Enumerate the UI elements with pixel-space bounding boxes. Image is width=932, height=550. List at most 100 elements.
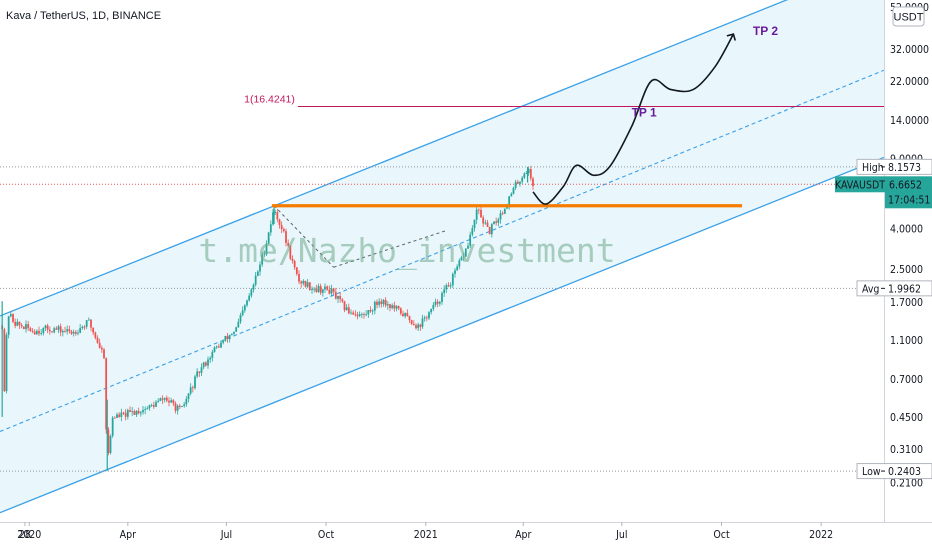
candle bbox=[40, 333, 43, 334]
candle bbox=[347, 307, 350, 314]
candle bbox=[38, 330, 40, 334]
candle bbox=[187, 393, 190, 399]
candle bbox=[306, 282, 309, 287]
candle bbox=[341, 299, 344, 302]
candle bbox=[451, 273, 454, 286]
channel-middle-line[interactable] bbox=[0, 69, 884, 433]
x-tick-label: Jul bbox=[220, 529, 232, 541]
candle bbox=[248, 295, 251, 301]
connector-line bbox=[273, 205, 335, 268]
tp-label: TP 1 bbox=[632, 106, 657, 120]
candle bbox=[237, 321, 240, 328]
candle bbox=[79, 327, 82, 333]
connector-line bbox=[333, 230, 447, 268]
candle bbox=[35, 330, 38, 335]
candle bbox=[48, 329, 51, 332]
watermark: t.me/Nazho_investment bbox=[198, 231, 615, 271]
candle bbox=[421, 318, 424, 327]
candle bbox=[512, 187, 515, 194]
candle bbox=[217, 346, 220, 348]
candle bbox=[438, 301, 441, 304]
currency-button[interactable]: USDT bbox=[892, 6, 925, 27]
candle bbox=[83, 326, 86, 328]
candle bbox=[55, 328, 58, 330]
candle bbox=[168, 400, 170, 403]
candle bbox=[3, 329, 6, 392]
y-tick-label: 0.4500 bbox=[890, 412, 923, 424]
candle bbox=[460, 257, 463, 261]
candle bbox=[31, 330, 34, 332]
candle bbox=[386, 304, 389, 306]
candle bbox=[328, 289, 331, 294]
last-price-countdown: 17:04:51 bbox=[888, 194, 930, 206]
candle bbox=[14, 321, 17, 326]
y-tick-label: 0.2100 bbox=[890, 478, 923, 490]
price-marker-avg bbox=[856, 280, 932, 297]
candle bbox=[44, 325, 47, 329]
candle bbox=[441, 293, 443, 302]
candle bbox=[59, 326, 62, 333]
candle bbox=[445, 285, 448, 290]
candle bbox=[272, 212, 274, 225]
candle bbox=[211, 351, 214, 358]
candle bbox=[16, 321, 19, 326]
candle bbox=[27, 324, 30, 329]
channel-lower-line[interactable] bbox=[0, 156, 884, 514]
x-tick-label: Oct bbox=[318, 529, 335, 541]
price-marker-low bbox=[856, 463, 932, 480]
candle bbox=[358, 314, 361, 316]
candle bbox=[419, 324, 422, 327]
candle bbox=[278, 219, 281, 225]
candle bbox=[261, 254, 264, 265]
candle bbox=[473, 219, 476, 229]
overlay-layer bbox=[271, 105, 884, 268]
candle bbox=[432, 304, 435, 309]
candle bbox=[378, 301, 381, 305]
price-marker-label: Avg bbox=[862, 283, 879, 295]
candle bbox=[191, 387, 194, 389]
candle bbox=[161, 398, 164, 400]
candle bbox=[367, 309, 370, 315]
candle bbox=[64, 331, 66, 332]
candle bbox=[298, 274, 300, 282]
candle bbox=[122, 412, 125, 414]
candle bbox=[295, 267, 298, 275]
candle bbox=[96, 337, 99, 343]
annotation-layer: TP 1 TP 2 1(16.4241) bbox=[244, 24, 778, 205]
candle bbox=[447, 285, 450, 287]
x-tick-label: Oct bbox=[713, 529, 730, 541]
candle bbox=[250, 289, 253, 296]
candle bbox=[46, 325, 49, 330]
candle bbox=[274, 212, 277, 213]
candle bbox=[185, 398, 188, 405]
candle bbox=[317, 286, 320, 292]
candle bbox=[100, 347, 103, 350]
candle bbox=[525, 173, 528, 174]
candle bbox=[235, 327, 238, 332]
candle bbox=[146, 408, 149, 410]
candle bbox=[131, 411, 134, 412]
candle bbox=[74, 332, 77, 334]
candle bbox=[202, 362, 205, 368]
candle bbox=[118, 414, 121, 417]
candle bbox=[425, 317, 428, 319]
candle bbox=[477, 209, 480, 211]
candle bbox=[285, 231, 287, 243]
candle bbox=[393, 305, 396, 309]
candle bbox=[204, 362, 207, 366]
candle bbox=[77, 332, 79, 334]
y-tick-label: 22.0000 bbox=[890, 76, 929, 88]
candle bbox=[51, 331, 53, 333]
last-price-value: 6.6652 bbox=[889, 179, 922, 191]
candle bbox=[516, 181, 519, 184]
candle bbox=[280, 224, 283, 229]
candle bbox=[209, 357, 212, 360]
candle bbox=[430, 308, 433, 313]
candle bbox=[150, 405, 153, 406]
candle bbox=[423, 317, 426, 319]
candle bbox=[475, 209, 478, 220]
candle bbox=[376, 301, 378, 305]
channel-upper-line[interactable] bbox=[0, 0, 884, 317]
candle bbox=[501, 213, 504, 215]
